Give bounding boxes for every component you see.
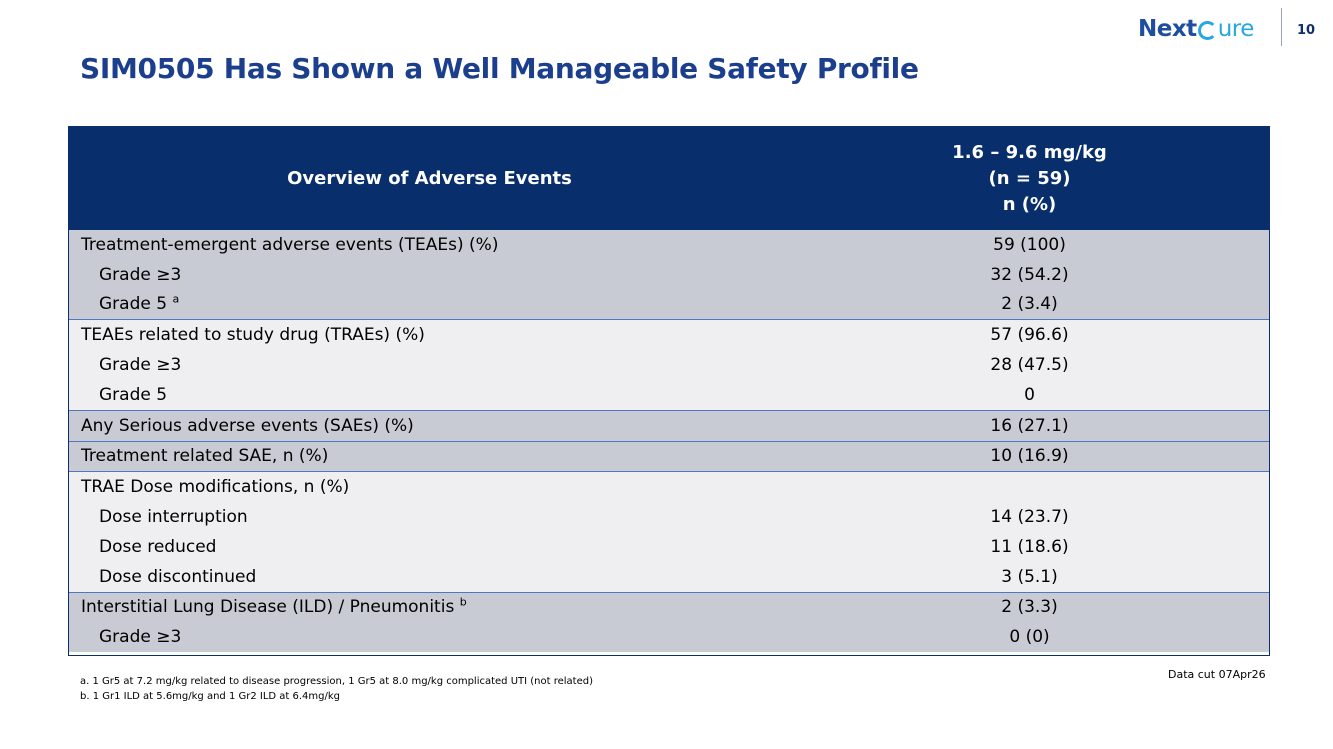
table-row: Treatment-emergent adverse events (TEAEs…: [69, 230, 1269, 260]
row-value: 28 (47.5): [790, 350, 1269, 380]
table-row: Any Serious adverse events (SAEs) (%) 16…: [69, 409, 1269, 442]
footnote-a: a. 1 Gr5 at 7.2 mg/kg related to disease…: [80, 676, 593, 687]
logo-divider: [1281, 8, 1282, 46]
footnote-marker: a: [172, 292, 180, 306]
table-header-row: Overview of Adverse Events 1.6 – 9.6 mg/…: [69, 127, 1269, 230]
adverse-events-table: Overview of Adverse Events 1.6 – 9.6 mg/…: [68, 126, 1270, 656]
row-label: Any Serious adverse events (SAEs) (%): [69, 409, 790, 442]
row-value: 10 (16.9): [790, 440, 1269, 472]
header-overview: Overview of Adverse Events: [69, 127, 790, 230]
table-row: Grade ≥3 28 (47.5): [69, 350, 1269, 380]
row-value: 11 (18.6): [790, 531, 1269, 562]
table-row: TRAE Dose modifications, n (%): [69, 471, 1269, 503]
table-row: Grade 5 a 2 (3.4): [69, 289, 1269, 320]
row-label: Treatment-emergent adverse events (TEAEs…: [69, 230, 790, 260]
footnote-b: b. 1 Gr1 ILD at 5.6mg/kg and 1 Gr2 ILD a…: [80, 691, 341, 702]
header-n-percent: n (%): [1002, 193, 1057, 215]
header-dose-group: 1.6 – 9.6 mg/kg (n = 59) n (%): [790, 127, 1269, 230]
row-label: Grade ≥3: [69, 622, 790, 653]
row-value: 57 (96.6): [790, 319, 1269, 351]
table-row: Grade ≥3 0 (0): [69, 622, 1269, 653]
footnotes: a. 1 Gr5 at 7.2 mg/kg related to disease…: [80, 674, 593, 704]
data-cut-note: Data cut 07Apr26: [1168, 668, 1266, 681]
row-value: 2 (3.3): [790, 591, 1269, 623]
table-row: Dose interruption 14 (23.7): [69, 502, 1269, 532]
header-dose-range: 1.6 – 9.6 mg/kg: [952, 141, 1107, 163]
row-label: Dose reduced: [69, 531, 790, 562]
row-value: 16 (27.1): [790, 409, 1269, 442]
row-label: Grade 5 a: [69, 289, 790, 320]
row-label: TEAEs related to study drug (TRAEs) (%): [69, 319, 790, 351]
page-number: 10: [1297, 23, 1316, 38]
row-value: [790, 471, 1269, 503]
table-row: Treatment related SAE, n (%) 10 (16.9): [69, 440, 1269, 472]
logo-c-icon: [1197, 20, 1217, 40]
row-value: 59 (100): [790, 230, 1269, 260]
row-value: 0: [790, 379, 1269, 411]
table-row: Dose reduced 11 (18.6): [69, 531, 1269, 562]
row-value: 14 (23.7): [790, 502, 1269, 532]
row-value: 0 (0): [790, 622, 1269, 653]
row-label: Dose interruption: [69, 502, 790, 532]
row-value: 32 (54.2): [790, 259, 1269, 290]
table-row: Grade ≥3 32 (54.2): [69, 259, 1269, 290]
table-row: Interstitial Lung Disease (ILD) / Pneumo…: [69, 591, 1269, 623]
page-title: SIM0505 Has Shown a Well Manageable Safe…: [80, 52, 919, 85]
footnote-marker: b: [459, 595, 467, 609]
header-n: (n = 59): [988, 167, 1071, 189]
table-row: Dose discontinued 3 (5.1): [69, 561, 1269, 593]
row-label: Dose discontinued: [69, 561, 790, 593]
row-label: Grade ≥3: [69, 259, 790, 290]
table-row: Grade 5 0: [69, 379, 1269, 411]
logo-next-text: Next: [1138, 16, 1197, 42]
logo-ure-text: ure: [1217, 16, 1255, 42]
row-label: Grade ≥3: [69, 350, 790, 380]
row-value: 3 (5.1): [790, 561, 1269, 593]
row-label: Treatment related SAE, n (%): [69, 440, 790, 472]
row-label: TRAE Dose modifications, n (%): [69, 471, 790, 503]
row-label: Grade 5: [69, 379, 790, 411]
nextcure-logo: Next ure: [1138, 14, 1254, 44]
row-value: 2 (3.4): [790, 289, 1269, 320]
table-row: TEAEs related to study drug (TRAEs) (%) …: [69, 319, 1269, 351]
row-label: Interstitial Lung Disease (ILD) / Pneumo…: [69, 591, 790, 623]
